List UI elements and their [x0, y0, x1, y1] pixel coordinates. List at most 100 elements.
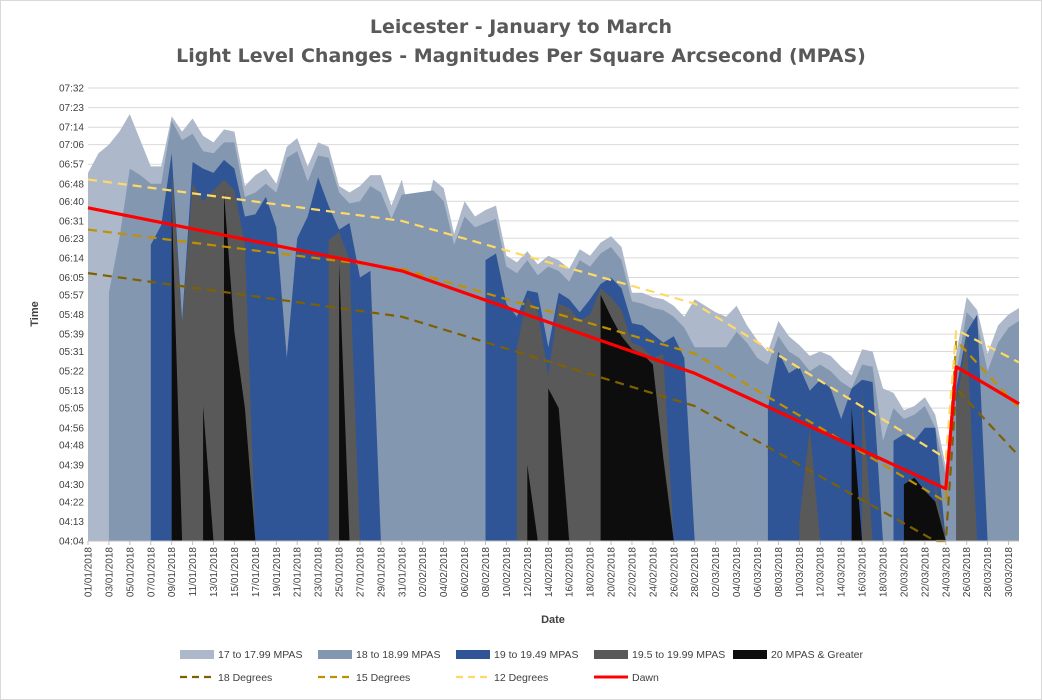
y-tick-label: 04:39: [59, 460, 84, 471]
y-tick-label: 05:57: [59, 290, 84, 301]
x-tick-label: 18/03/2018: [879, 547, 890, 597]
y-tick-label: 05:31: [59, 347, 84, 358]
legend-label-15-degrees: 15 Degrees: [356, 672, 410, 684]
x-tick-label: 22/03/2018: [920, 547, 931, 597]
area-series: [88, 114, 1019, 542]
y-tick-label: 04:48: [59, 441, 84, 452]
x-tick-label: 20/03/2018: [899, 547, 910, 597]
area-20-mpas-greater: [171, 192, 946, 541]
y-tick-label: 05:13: [59, 386, 84, 397]
y-tick-label: 05:39: [59, 330, 84, 341]
y-tick-label: 04:13: [59, 517, 84, 528]
x-tick-label: 23/01/2018: [314, 547, 325, 597]
y-tick-label: 05:48: [59, 310, 84, 321]
x-tick-label: 30/03/2018: [1004, 547, 1015, 597]
x-tick-label: 09/01/2018: [167, 547, 178, 597]
line-series: [87, 178, 1020, 543]
x-tick-label: 20/02/2018: [607, 547, 618, 597]
y-tick-label: 07:06: [59, 140, 84, 151]
y-tick-label: 05:22: [59, 367, 84, 378]
legend-label-20-mpas-greater: 20 MPAS & Greater: [771, 649, 864, 661]
x-tick-label: 26/03/2018: [962, 547, 973, 597]
y-tick-label: 04:22: [59, 497, 84, 508]
y-tick-label: 06:57: [59, 160, 84, 171]
y-tick-label: 06:40: [59, 197, 84, 208]
x-tick-label: 10/03/2018: [795, 547, 806, 597]
legend-label-12-degrees: 12 Degrees: [494, 672, 548, 684]
y-tick-label: 06:14: [59, 253, 84, 264]
x-tick-label: 16/03/2018: [858, 547, 869, 597]
x-tick-label: 05/01/2018: [125, 547, 136, 597]
y-tick-label: 05:05: [59, 404, 84, 415]
x-tick-labels: 01/01/2018 03/01/2018 05/01/2018 07/01/2018…: [84, 541, 1015, 597]
x-tick-label: 26/02/2018: [669, 547, 680, 597]
legend-label-19-to-19-49-mpas: 19 to 19.49 MPAS: [494, 649, 578, 661]
y-tick-label: 06:23: [59, 234, 84, 245]
x-tick-label: 02/02/2018: [418, 547, 429, 597]
x-tick-label: 13/01/2018: [209, 547, 220, 597]
line-18-degrees: [87, 272, 1020, 543]
y-tick-label: 07:23: [59, 103, 84, 114]
x-tick-label: 14/02/2018: [544, 547, 555, 597]
x-tick-label: 25/01/2018: [335, 547, 346, 597]
line-dawn: [87, 206, 1020, 491]
x-tick-label: 24/02/2018: [648, 547, 659, 597]
y-tick-label: 07:32: [59, 84, 84, 95]
legend-label-dawn: Dawn: [632, 672, 659, 684]
x-tick-label: 14/03/2018: [837, 547, 848, 597]
x-axis-label: Date: [541, 614, 565, 626]
legend-swatch-19-to-19-49-mpas: [456, 650, 490, 659]
x-tick-label: 12/03/2018: [816, 547, 827, 597]
legend-swatch-19-5-to-19-99-mpas: [594, 650, 628, 659]
x-tick-label: 19/01/2018: [272, 547, 283, 597]
x-tick-label: 04/03/2018: [732, 547, 743, 597]
legend-swatch-20-mpas-greater: [733, 650, 767, 659]
x-tick-label: 27/01/2018: [356, 547, 367, 597]
legend: 17 to 17.99 MPAS 18 to 18.99 MPAS 19 to 19…: [180, 649, 864, 684]
x-tick-label: 02/03/2018: [711, 547, 722, 597]
y-axis-label: Time: [29, 301, 41, 326]
x-tick-label: 22/02/2018: [628, 547, 639, 597]
x-tick-label: 28/02/2018: [690, 547, 701, 597]
y-tick-label: 06:05: [59, 273, 84, 284]
chart-subtitle: Light Level Changes - Magnitudes Per Squ…: [176, 45, 866, 67]
line-12-degrees: [87, 178, 1020, 460]
y-tick-label: 07:14: [59, 123, 84, 134]
y-tick-labels: 04:04 04:13 04:22 04:30 04:39 04:48 04:56 05:05…: [59, 84, 84, 548]
x-tick-label: 17/01/2018: [251, 547, 262, 597]
x-tick-label: 15/01/2018: [230, 547, 241, 597]
chart-title: Leicester - January to March: [369, 16, 673, 38]
x-tick-label: 07/01/2018: [146, 547, 157, 597]
x-tick-label: 08/03/2018: [774, 547, 785, 597]
x-tick-label: 28/03/2018: [983, 547, 994, 597]
x-tick-label: 03/01/2018: [104, 547, 115, 597]
x-tick-label: 12/02/2018: [523, 547, 534, 597]
y-tick-label: 04:04: [59, 537, 84, 548]
x-tick-label: 16/02/2018: [565, 547, 576, 597]
x-tick-label: 11/01/2018: [188, 547, 199, 597]
y-tick-label: 06:31: [59, 216, 84, 227]
x-tick-label: 06/02/2018: [460, 547, 471, 597]
y-tick-label: 04:30: [59, 480, 84, 491]
x-tick-label: 10/02/2018: [502, 547, 513, 597]
line-15-degrees: [87, 228, 1020, 503]
legend-label-18-to-18-99-mpas: 18 to 18.99 MPAS: [356, 649, 440, 661]
legend-swatch-17-to-17-99-mpas: [180, 650, 214, 659]
x-tick-label: 01/01/2018: [84, 547, 95, 597]
legend-label-19-5-to-19-99-mpas: 19.5 to 19.99 MPAS: [632, 649, 725, 661]
x-tick-label: 18/02/2018: [586, 547, 597, 597]
x-tick-label: 29/01/2018: [376, 547, 387, 597]
x-tick-label: 06/03/2018: [753, 547, 764, 597]
x-tick-label: 04/02/2018: [439, 547, 450, 597]
legend-label-17-to-17-99-mpas: 17 to 17.99 MPAS: [218, 649, 302, 661]
x-tick-label: 24/03/2018: [941, 547, 952, 597]
y-tick-label: 04:56: [59, 423, 84, 434]
x-tick-label: 31/01/2018: [397, 547, 408, 597]
x-tick-label: 21/01/2018: [293, 547, 304, 597]
legend-swatch-18-to-18-99-mpas: [318, 650, 352, 659]
y-tick-label: 06:48: [59, 179, 84, 190]
legend-label-18-degrees: 18 Degrees: [218, 672, 272, 684]
area-19-5-to-19-99-mpas: [171, 168, 978, 541]
x-tick-label: 08/02/2018: [481, 547, 492, 597]
